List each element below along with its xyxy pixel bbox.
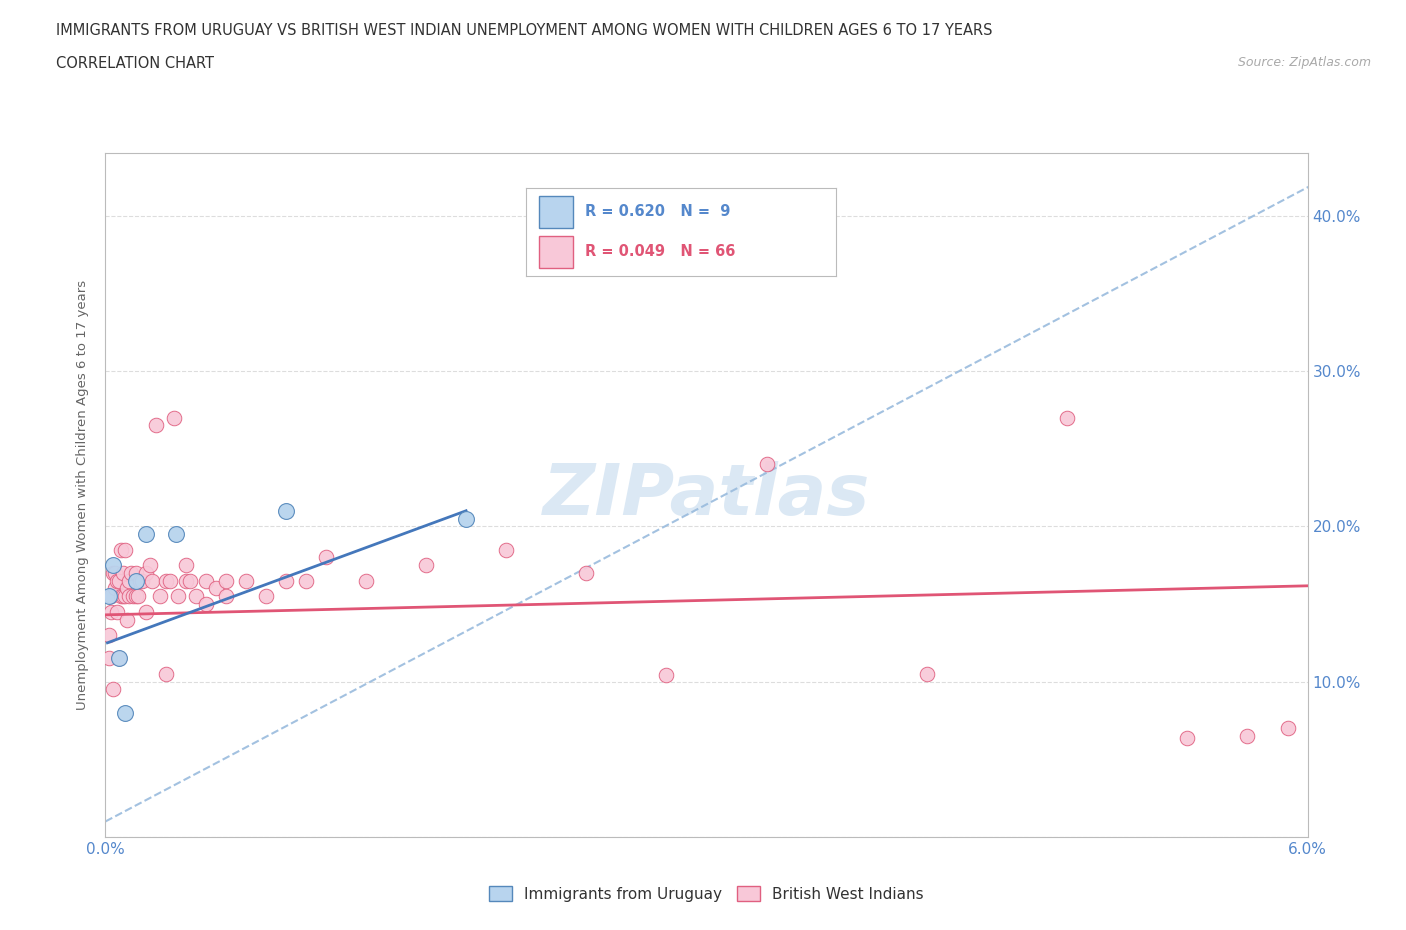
Text: IMMIGRANTS FROM URUGUAY VS BRITISH WEST INDIAN UNEMPLOYMENT AMONG WOMEN WITH CHI: IMMIGRANTS FROM URUGUAY VS BRITISH WEST … (56, 23, 993, 38)
Point (104, 565, 127, 580)
Point (575, 565, 598, 580)
Point (112, 589, 135, 604)
Text: CORRELATION CHART: CORRELATION CHART (56, 56, 214, 71)
Point (194, 573, 217, 588)
Point (495, 542, 517, 557)
Point (214, 573, 236, 588)
Point (155, 667, 177, 682)
Point (166, 589, 188, 604)
Point (155, 573, 177, 588)
Point (1056, 410, 1078, 425)
Point (138, 558, 160, 573)
Point (124, 589, 146, 604)
Point (135, 526, 157, 541)
Point (103, 558, 125, 573)
Point (108, 651, 131, 666)
Point (755, 457, 778, 472)
Point (354, 573, 377, 588)
Point (98, 589, 121, 604)
Point (1236, 728, 1258, 743)
Point (415, 558, 437, 573)
Point (174, 558, 197, 573)
Point (159, 573, 181, 588)
Point (131, 573, 153, 588)
Point (107, 573, 129, 588)
Legend: Immigrants from Uruguay, British West Indians: Immigrants from Uruguay, British West In… (482, 880, 931, 908)
Point (124, 573, 146, 588)
Point (194, 596, 217, 611)
Point (98, 651, 121, 666)
Point (274, 503, 297, 518)
Point (135, 604, 157, 619)
Point (124, 565, 146, 580)
Point (100, 589, 122, 604)
Point (135, 565, 157, 580)
Point (454, 512, 477, 526)
Point (128, 573, 150, 588)
Point (104, 581, 127, 596)
Point (112, 565, 135, 580)
Point (315, 550, 337, 565)
Point (1316, 728, 1339, 743)
Point (118, 589, 141, 604)
Point (274, 573, 297, 588)
Point (145, 418, 167, 432)
Point (148, 589, 170, 604)
Bar (538, 196, 572, 228)
Point (108, 651, 131, 666)
Point (114, 705, 136, 720)
Point (214, 589, 236, 604)
Point (127, 589, 149, 604)
Point (915, 667, 938, 682)
Point (174, 573, 197, 588)
Point (107, 604, 129, 619)
Point (121, 565, 143, 580)
Point (1175, 730, 1198, 745)
Point (103, 565, 125, 580)
Point (118, 573, 141, 588)
Point (204, 581, 226, 596)
Text: ZIPatlas: ZIPatlas (543, 460, 870, 530)
Point (110, 542, 132, 557)
Point (165, 526, 187, 541)
Point (655, 668, 678, 683)
Bar (538, 236, 572, 268)
Point (114, 589, 136, 604)
Point (179, 573, 201, 588)
Point (122, 589, 145, 604)
Text: R = 0.620   N =  9: R = 0.620 N = 9 (585, 205, 730, 219)
Point (108, 573, 131, 588)
Point (117, 581, 139, 596)
Point (141, 573, 163, 588)
Point (254, 589, 277, 604)
Point (162, 410, 184, 425)
Point (110, 589, 132, 604)
Point (103, 682, 125, 697)
Point (1277, 721, 1299, 736)
Point (235, 573, 257, 588)
Point (100, 604, 122, 619)
Point (295, 573, 318, 588)
Point (114, 542, 136, 557)
Point (184, 589, 207, 604)
Text: R = 0.049   N = 66: R = 0.049 N = 66 (585, 245, 735, 259)
Y-axis label: Unemployment Among Women with Children Ages 6 to 17 years: Unemployment Among Women with Children A… (76, 280, 90, 711)
Point (117, 612, 139, 627)
Text: Source: ZipAtlas.com: Source: ZipAtlas.com (1237, 56, 1371, 69)
Point (98, 628, 121, 643)
